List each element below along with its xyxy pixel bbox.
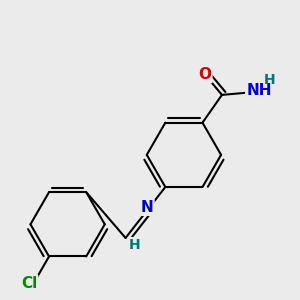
Text: H: H — [264, 73, 275, 87]
Text: NH: NH — [246, 83, 272, 98]
Text: N: N — [141, 200, 153, 215]
Text: H: H — [129, 238, 140, 252]
Text: O: O — [198, 67, 212, 82]
Text: Cl: Cl — [21, 275, 37, 290]
